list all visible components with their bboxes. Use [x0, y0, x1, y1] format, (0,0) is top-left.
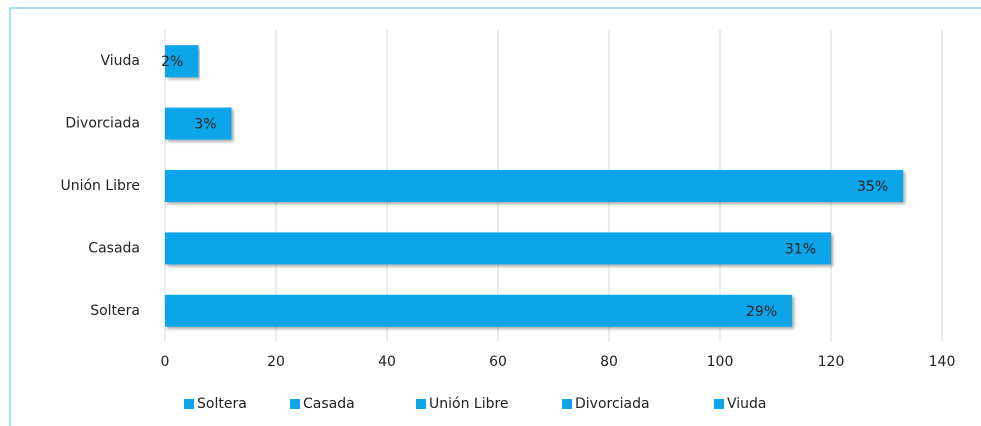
- data-label: 2%: [161, 54, 183, 70]
- bar: [165, 107, 232, 140]
- x-tick-label: 40: [378, 354, 396, 370]
- x-tick-label: 140: [929, 354, 956, 370]
- y-tick-label: Unión Libre: [60, 178, 140, 194]
- data-label: 29%: [746, 304, 777, 320]
- bar: [165, 45, 199, 78]
- x-tick-label: 100: [707, 354, 734, 370]
- bar: [165, 170, 904, 202]
- legend-swatch: [416, 399, 426, 409]
- bar: [165, 294, 793, 327]
- legend-label: Viuda: [727, 396, 767, 412]
- x-tick-label: 80: [600, 354, 618, 370]
- legend-label: Casada: [303, 396, 355, 412]
- legend-label: Soltera: [197, 396, 247, 412]
- legend-swatch: [184, 399, 194, 409]
- data-label: 3%: [194, 117, 216, 133]
- legend-label: Divorciada: [575, 396, 650, 412]
- y-tick-label: Soltera: [90, 303, 140, 319]
- data-label: 35%: [857, 179, 888, 195]
- bar: [165, 232, 831, 265]
- x-tick-label: 0: [161, 354, 170, 370]
- legend-swatch: [562, 399, 572, 409]
- legend-swatch: [714, 399, 724, 409]
- legend-label: Unión Libre: [429, 396, 509, 412]
- y-tick-label: Viuda: [101, 53, 141, 69]
- x-tick-label: 60: [489, 354, 507, 370]
- chart-frame: [9, 7, 981, 426]
- x-tick-label: 20: [267, 354, 285, 370]
- y-tick-label: Divorciada: [65, 116, 140, 132]
- data-label: 31%: [785, 241, 816, 257]
- y-tick-label: Casada: [88, 240, 140, 256]
- legend-swatch: [290, 399, 300, 409]
- x-tick-label: 120: [818, 354, 845, 370]
